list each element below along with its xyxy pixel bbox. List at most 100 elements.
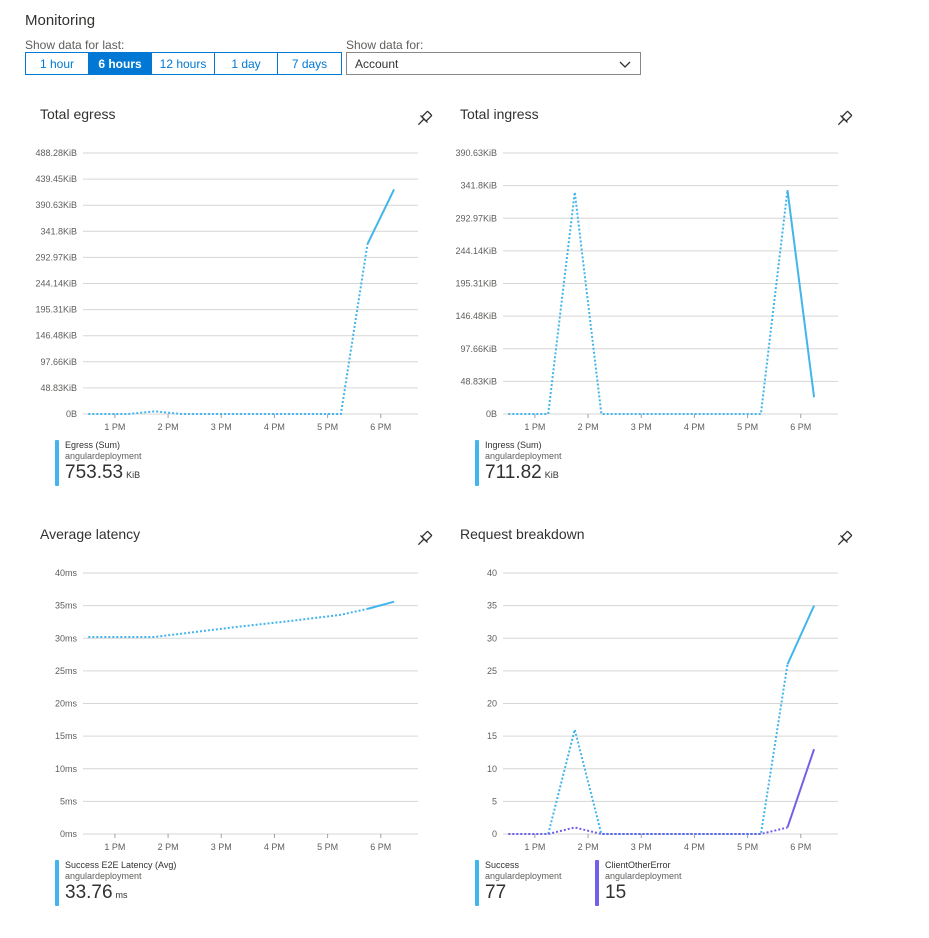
x-tick-label: 2 PM xyxy=(578,842,599,852)
y-tick-label: 35 xyxy=(487,601,497,611)
y-tick-label: 48.83KiB xyxy=(40,383,77,393)
pin-icon[interactable] xyxy=(833,108,855,130)
y-tick-label: 488.28KiB xyxy=(35,148,77,158)
panel-request-breakdown: Request breakdown 0 5 10 15 20 25 30 35 40 1 PM 2 … xyxy=(445,518,865,938)
y-tick-label: 40 xyxy=(487,568,497,578)
y-tick-label: 341.8KiB xyxy=(460,181,497,191)
y-tick-label: 10 xyxy=(487,764,497,774)
series-line xyxy=(367,600,395,610)
pin-icon[interactable] xyxy=(413,528,435,550)
chart-title: Request breakdown xyxy=(460,526,585,542)
time-6-hours-button[interactable]: 6 hours xyxy=(89,53,152,74)
x-tick-label: 1 PM xyxy=(524,422,545,432)
legend-series-name: Success xyxy=(485,860,520,870)
y-tick-label: 244.14KiB xyxy=(35,279,77,289)
legend-color-bar xyxy=(55,440,59,486)
x-tick-label: 4 PM xyxy=(684,842,705,852)
legend-resource-name: angulardeployment xyxy=(65,451,142,461)
x-tick-label: 3 PM xyxy=(631,422,652,432)
series-line-dotted xyxy=(88,607,368,638)
y-tick-label: 0 xyxy=(492,829,497,839)
scope-dropdown-value: Account xyxy=(355,56,399,71)
legend-item[interactable]: Ingress (Sum) angulardeployment 711.82 Ki… xyxy=(475,440,625,490)
series-line-dotted xyxy=(508,664,789,835)
legend-series-name: Egress (Sum) xyxy=(65,440,121,450)
time-12-hours-button[interactable]: 12 hours xyxy=(152,53,215,74)
time-range-selector: 1 hour 6 hours 12 hours 1 day 7 days xyxy=(25,52,342,75)
legend-value: 711.82 KiB xyxy=(485,462,559,483)
time-1-hour-button[interactable]: 1 hour xyxy=(26,53,89,74)
x-tick-label: 3 PM xyxy=(631,842,652,852)
x-tick-label: 2 PM xyxy=(158,422,179,432)
x-tick-label: 4 PM xyxy=(684,422,705,432)
legend-value: 77 xyxy=(485,882,507,903)
x-tick-label: 6 PM xyxy=(790,842,811,852)
y-tick-label: 35ms xyxy=(55,601,78,611)
y-tick-label: 10ms xyxy=(55,764,78,774)
x-tick-label: 1 PM xyxy=(524,842,545,852)
legend-resource-name: angulardeployment xyxy=(65,871,142,881)
legend-item[interactable]: Egress (Sum) angulardeployment 753.53 KiB xyxy=(55,440,205,490)
legend-value: 753.53 KiB xyxy=(65,462,141,483)
panel-total-ingress: Total ingress 0B 48.83KiB 97.66KiB 146.48Ki… xyxy=(445,98,865,518)
legend-color-bar xyxy=(475,440,479,486)
pin-icon[interactable] xyxy=(413,108,435,130)
y-tick-label: 5 xyxy=(492,796,497,806)
chart-title: Average latency xyxy=(40,526,141,542)
pin-icon[interactable] xyxy=(833,528,855,550)
scope-dropdown[interactable]: Account xyxy=(346,52,641,75)
x-tick-label: 5 PM xyxy=(737,842,758,852)
x-tick-label: 6 PM xyxy=(370,422,391,432)
y-tick-label: 15ms xyxy=(55,731,78,741)
x-tick-label: 2 PM xyxy=(578,422,599,432)
chart-total-ingress: 0B 48.83KiB 97.66KiB 146.48KiB 195.31KiB 244.… xyxy=(455,148,838,432)
y-tick-label: 439.45KiB xyxy=(35,174,77,184)
legend-value: 33.76 ms xyxy=(65,882,128,903)
legend-resource-name: angulardeployment xyxy=(485,451,562,461)
y-tick-label: 15 xyxy=(487,731,497,741)
y-tick-label: 244.14KiB xyxy=(455,246,497,256)
series-line-dotted xyxy=(508,826,788,835)
series-line-dotted xyxy=(88,243,369,415)
series-line xyxy=(366,189,395,245)
legend-resource-name: angulardeployment xyxy=(605,871,682,881)
x-tick-label: 3 PM xyxy=(211,842,232,852)
x-tick-label: 1 PM xyxy=(104,842,125,852)
y-tick-label: 0ms xyxy=(60,829,78,839)
y-tick-label: 195.31KiB xyxy=(455,279,497,289)
legend-item[interactable]: ClientOtherError angulardeployment 15 xyxy=(595,860,725,910)
y-tick-label: 97.66KiB xyxy=(460,344,497,354)
legend-color-bar xyxy=(595,860,599,906)
legend-series-name: Ingress (Sum) xyxy=(485,440,542,450)
y-tick-label: 146.48KiB xyxy=(455,311,497,321)
show-data-last-label: Show data for last: xyxy=(25,38,125,52)
chart-title: Total egress xyxy=(40,106,116,122)
series-line-dotted xyxy=(508,190,789,415)
legend-value: 15 xyxy=(605,882,627,903)
y-tick-label: 20 xyxy=(487,699,497,709)
y-tick-label: 0B xyxy=(486,409,497,419)
legend-item[interactable]: Success angulardeployment 77 xyxy=(475,860,585,910)
time-7-days-button[interactable]: 7 days xyxy=(278,53,341,74)
y-tick-label: 195.31KiB xyxy=(35,305,77,315)
x-tick-label: 6 PM xyxy=(790,422,811,432)
legend-item[interactable]: Success E2E Latency (Avg) angulardeploym… xyxy=(55,860,205,910)
panel-average-latency: Average latency 0ms 5ms 10ms 15ms 20ms 25ms 30… xyxy=(25,518,445,938)
chevron-down-icon xyxy=(619,61,631,68)
time-1-day-button[interactable]: 1 day xyxy=(215,53,278,74)
x-tick-label: 5 PM xyxy=(737,422,758,432)
y-tick-label: 5ms xyxy=(60,796,78,806)
x-tick-label: 4 PM xyxy=(264,422,285,432)
x-tick-label: 2 PM xyxy=(158,842,179,852)
y-tick-label: 341.8KiB xyxy=(40,226,77,236)
y-tick-label: 146.48KiB xyxy=(35,331,77,341)
legend-color-bar xyxy=(475,860,479,906)
y-tick-label: 48.83KiB xyxy=(460,376,497,386)
series-line xyxy=(786,605,815,665)
legend-resource-name: angulardeployment xyxy=(485,871,562,881)
y-tick-label: 30ms xyxy=(55,633,78,643)
x-tick-label: 4 PM xyxy=(264,842,285,852)
chart-average-latency: 0ms 5ms 10ms 15ms 20ms 25ms 30ms 35ms 40ms 1 PM 2 … xyxy=(55,568,418,852)
y-tick-label: 390.63KiB xyxy=(455,148,497,158)
x-tick-label: 5 PM xyxy=(317,842,338,852)
